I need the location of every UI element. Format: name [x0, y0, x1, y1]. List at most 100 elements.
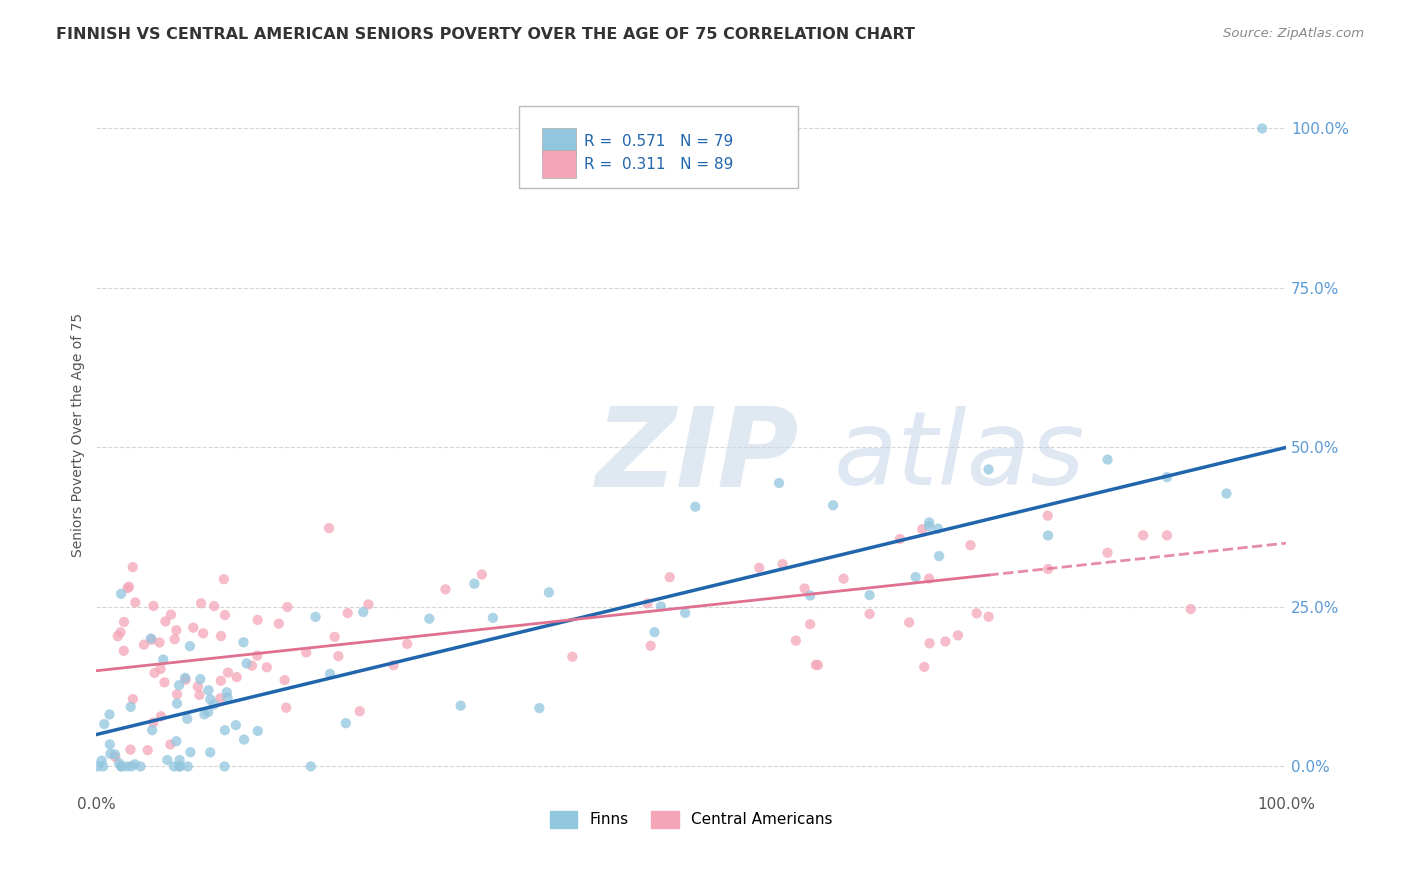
- Point: [217, 665, 239, 680]
- Point: [658, 570, 681, 584]
- Point: [1156, 528, 1178, 542]
- Point: [823, 498, 845, 512]
- Point: [118, 580, 141, 594]
- Point: [169, 759, 191, 773]
- Point: [120, 699, 142, 714]
- Point: [418, 612, 440, 626]
- Point: [240, 658, 263, 673]
- Point: [1097, 546, 1119, 560]
- Point: [197, 705, 219, 719]
- Legend: Finns, Central Americans: Finns, Central Americans: [544, 805, 839, 834]
- Point: [232, 635, 254, 649]
- Point: [246, 723, 269, 738]
- Point: [115, 759, 138, 773]
- Point: [235, 657, 257, 671]
- Point: [153, 675, 176, 690]
- Y-axis label: Seniors Poverty Over the Age of 75: Seniors Poverty Over the Age of 75: [72, 312, 86, 557]
- Point: [148, 635, 170, 649]
- Text: atlas: atlas: [834, 406, 1085, 506]
- Point: [87, 759, 110, 773]
- Point: [225, 670, 247, 684]
- Point: [197, 683, 219, 698]
- Point: [912, 660, 935, 674]
- Point: [1036, 528, 1059, 542]
- FancyBboxPatch shape: [543, 128, 576, 155]
- Point: [928, 549, 950, 563]
- Point: [299, 759, 322, 773]
- Point: [959, 538, 981, 552]
- Point: [193, 707, 215, 722]
- Point: [966, 607, 988, 621]
- Point: [482, 611, 505, 625]
- Point: [217, 690, 239, 705]
- Point: [295, 645, 318, 659]
- Point: [328, 649, 350, 664]
- Point: [357, 598, 380, 612]
- Point: [167, 678, 190, 692]
- Point: [181, 621, 204, 635]
- Point: [273, 673, 295, 687]
- Point: [382, 658, 405, 673]
- Point: [276, 700, 298, 714]
- Point: [1132, 528, 1154, 542]
- Point: [214, 723, 236, 738]
- Point: [167, 759, 190, 773]
- Point: [174, 673, 197, 687]
- Point: [1097, 452, 1119, 467]
- Point: [141, 723, 163, 738]
- Point: [650, 599, 672, 614]
- Point: [93, 717, 115, 731]
- Point: [772, 557, 794, 571]
- Point: [98, 707, 121, 722]
- Point: [537, 585, 560, 599]
- Point: [643, 625, 665, 640]
- Point: [561, 649, 583, 664]
- Text: ZIP: ZIP: [596, 402, 800, 509]
- Point: [434, 582, 457, 597]
- Point: [768, 476, 790, 491]
- Point: [188, 672, 211, 686]
- Point: [858, 588, 880, 602]
- Point: [190, 596, 212, 610]
- Point: [396, 637, 419, 651]
- Point: [799, 589, 821, 603]
- Point: [793, 582, 815, 596]
- Point: [1251, 121, 1274, 136]
- Point: [918, 636, 941, 650]
- Point: [129, 759, 152, 773]
- Point: [336, 606, 359, 620]
- Point: [471, 567, 494, 582]
- Point: [209, 691, 232, 706]
- Point: [323, 630, 346, 644]
- Point: [112, 644, 135, 658]
- Point: [673, 606, 696, 620]
- Text: Source: ZipAtlas.com: Source: ZipAtlas.com: [1223, 27, 1364, 40]
- Point: [918, 519, 941, 533]
- Point: [98, 738, 121, 752]
- Point: [169, 753, 191, 767]
- Point: [352, 605, 374, 619]
- Point: [122, 692, 145, 706]
- Point: [214, 607, 236, 622]
- Point: [191, 626, 214, 640]
- Point: [911, 522, 934, 536]
- Point: [1036, 508, 1059, 523]
- Point: [977, 462, 1000, 476]
- Point: [225, 718, 247, 732]
- Point: [918, 572, 941, 586]
- Point: [117, 581, 139, 595]
- Point: [142, 599, 165, 613]
- Point: [349, 704, 371, 718]
- Point: [120, 759, 142, 773]
- Point: [1215, 486, 1237, 500]
- Point: [804, 657, 827, 672]
- Point: [124, 757, 146, 772]
- Point: [121, 560, 143, 574]
- Point: [188, 688, 211, 702]
- Point: [149, 662, 172, 676]
- Point: [163, 759, 186, 773]
- Point: [143, 665, 166, 680]
- Point: [176, 712, 198, 726]
- Point: [748, 561, 770, 575]
- Point: [179, 745, 201, 759]
